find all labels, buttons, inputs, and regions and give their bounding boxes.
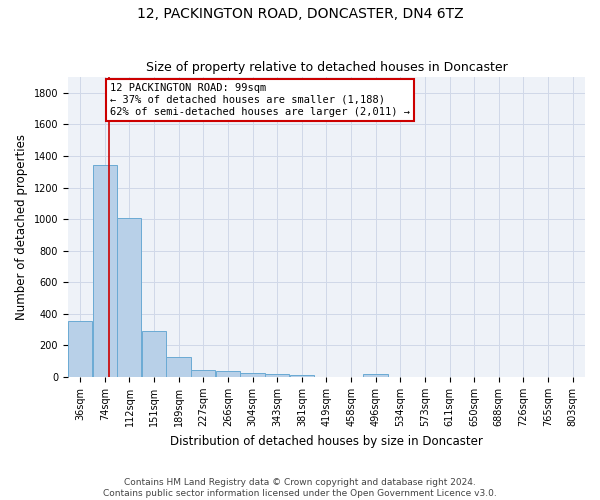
Text: 12 PACKINGTON ROAD: 99sqm
← 37% of detached houses are smaller (1,188)
62% of se: 12 PACKINGTON ROAD: 99sqm ← 37% of detac…	[110, 84, 410, 116]
Bar	[92, 164, 117, 377]
Bar	[240, 373, 265, 377]
Bar	[166, 357, 191, 377]
Bar	[68, 321, 92, 377]
Bar	[290, 374, 314, 377]
Text: Contains HM Land Registry data © Crown copyright and database right 2024.
Contai: Contains HM Land Registry data © Crown c…	[103, 478, 497, 498]
Bar	[265, 374, 289, 377]
Text: 12, PACKINGTON ROAD, DONCASTER, DN4 6TZ: 12, PACKINGTON ROAD, DONCASTER, DN4 6TZ	[137, 8, 463, 22]
Y-axis label: Number of detached properties: Number of detached properties	[15, 134, 28, 320]
X-axis label: Distribution of detached houses by size in Doncaster: Distribution of detached houses by size …	[170, 434, 483, 448]
Title: Size of property relative to detached houses in Doncaster: Size of property relative to detached ho…	[146, 62, 508, 74]
Bar	[142, 331, 166, 377]
Bar	[215, 372, 240, 377]
Bar	[191, 370, 215, 377]
Bar	[364, 374, 388, 377]
Bar	[117, 218, 142, 377]
